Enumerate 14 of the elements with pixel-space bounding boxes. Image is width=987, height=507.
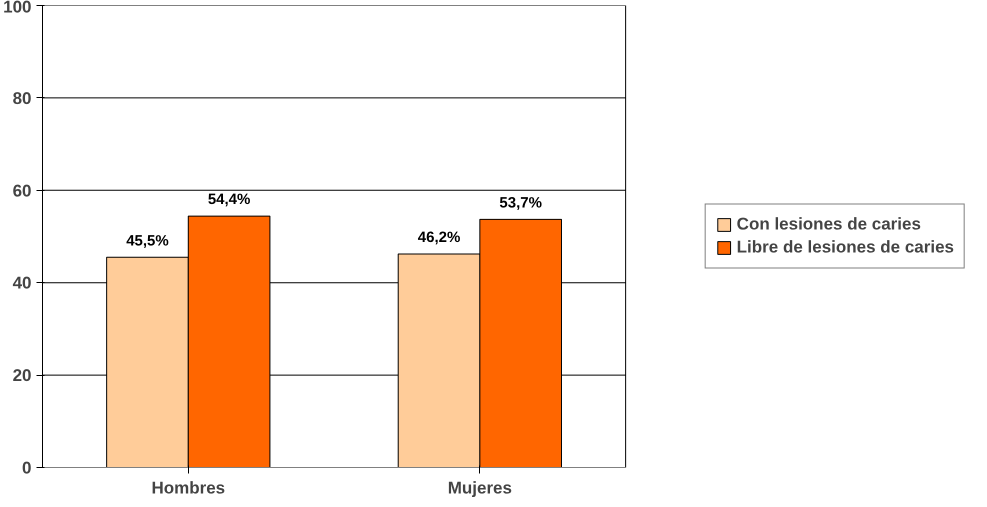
- y-tick-label: 0: [22, 458, 32, 478]
- data-label: 54,4%: [208, 191, 250, 208]
- y-tick-label: 20: [12, 366, 32, 386]
- y-tick-label: 80: [12, 88, 32, 108]
- data-label: 53,7%: [499, 194, 542, 212]
- y-tick-label: 100: [3, 0, 32, 16]
- legend-label: Con lesiones de caries: [736, 214, 921, 234]
- x-tick-label: Mujeres: [448, 478, 512, 498]
- y-tick-label: 60: [12, 181, 32, 200]
- data-label: 46,2%: [418, 229, 460, 246]
- data-label: 45,5%: [126, 232, 169, 250]
- x-tick-label: Hombres: [151, 478, 226, 498]
- y-tick-label: 40: [12, 274, 32, 293]
- legend-label: Libre de lesiones de caries: [736, 238, 954, 258]
